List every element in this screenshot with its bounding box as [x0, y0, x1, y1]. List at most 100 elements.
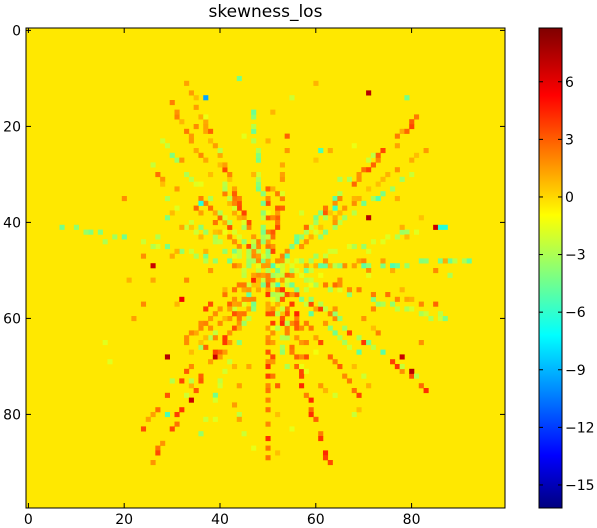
- heatmap-cell: [246, 296, 252, 302]
- heatmap-cell: [212, 397, 218, 403]
- heatmap-cell: [231, 196, 238, 202]
- heatmap-cell: [203, 229, 209, 235]
- heatmap-cell: [251, 277, 257, 283]
- heatmap-cell: [289, 320, 295, 326]
- heatmap-cell: [346, 378, 353, 384]
- heatmap-cell: [107, 359, 113, 365]
- heatmap-cell: [246, 292, 252, 298]
- heatmap-cell: [299, 210, 305, 216]
- heatmap-cell: [318, 306, 324, 312]
- heatmap-cell: [212, 258, 218, 264]
- heatmap-cell: [155, 445, 161, 451]
- heatmap-cell: [265, 210, 271, 216]
- heatmap-cell: [275, 311, 281, 317]
- y-tick-label: 60: [3, 311, 21, 327]
- heatmap-cell: [227, 306, 233, 312]
- heatmap-cell: [184, 340, 190, 346]
- heatmap-cell: [370, 162, 376, 168]
- heatmap-cell: [418, 340, 424, 346]
- heatmap-cell: [322, 320, 329, 326]
- heatmap-cell: [346, 292, 353, 298]
- heatmap-cell: [351, 244, 357, 250]
- heatmap-cell: [198, 378, 204, 384]
- heatmap-cell: [193, 148, 199, 154]
- heatmap-cell: [351, 196, 357, 202]
- heatmap-cell: [279, 344, 285, 350]
- heatmap-cell: [390, 186, 396, 192]
- heatmap-cell: [184, 128, 190, 134]
- heatmap-cell: [279, 316, 285, 322]
- heatmap-cell: [150, 277, 156, 283]
- heatmap-cell: [409, 157, 415, 163]
- heatmap-cell: [241, 287, 247, 293]
- heatmap-cell: [279, 287, 285, 293]
- heatmap-cell: [375, 157, 381, 163]
- heatmap-cell: [418, 383, 424, 389]
- x-tick-label: 0: [24, 512, 33, 524]
- heatmap-cell: [251, 172, 257, 178]
- heatmap-cell: [442, 258, 448, 264]
- heatmap-cell: [409, 373, 415, 379]
- heatmap-cell: [351, 364, 357, 370]
- heatmap-cell: [318, 148, 324, 154]
- heatmap-cell: [217, 383, 223, 389]
- heatmap-cell: [265, 436, 271, 442]
- heatmap-cell: [313, 157, 319, 163]
- heatmap-cell: [284, 258, 290, 264]
- heatmap-cell: [322, 210, 329, 216]
- heatmap-cell: [289, 301, 295, 307]
- heatmap-cell: [150, 244, 156, 250]
- heatmap-cell: [188, 248, 194, 254]
- heatmap-cell: [313, 263, 319, 269]
- heatmap-cell: [366, 186, 372, 192]
- heatmap-cell: [260, 258, 266, 264]
- heatmap-cell: [275, 258, 281, 264]
- heatmap-cell: [265, 325, 271, 331]
- heatmap-cell: [399, 354, 405, 360]
- heatmap-cell: [193, 104, 199, 110]
- heatmap-cell: [270, 296, 276, 302]
- heatmap-cell: [294, 320, 300, 326]
- heatmap-cell: [380, 176, 386, 182]
- heatmap-cell: [236, 263, 242, 269]
- heatmap-cell: [270, 234, 276, 240]
- heatmap-cell: [203, 253, 209, 259]
- heatmap-cell: [231, 287, 238, 293]
- heatmap-cell: [260, 229, 266, 235]
- heatmap-cell: [394, 133, 400, 139]
- heatmap-cell: [303, 277, 309, 283]
- heatmap-cell: [279, 335, 285, 341]
- heatmap-cell: [102, 340, 108, 346]
- heatmap-cell: [303, 263, 309, 269]
- heatmap-cell: [203, 248, 209, 254]
- heatmap-cell: [404, 229, 410, 235]
- heatmap-cell: [270, 244, 276, 250]
- heatmap-cell: [394, 364, 400, 370]
- heatmap-cell: [265, 373, 271, 379]
- heatmap-cell: [236, 196, 242, 202]
- heatmap-cell: [279, 172, 285, 178]
- heatmap-cell: [270, 325, 276, 331]
- heatmap-cell: [279, 292, 285, 298]
- heatmap-cell: [279, 320, 285, 326]
- heatmap-cell: [275, 215, 281, 221]
- heatmap-cell: [294, 268, 300, 274]
- heatmap-cell: [236, 248, 242, 254]
- heatmap-cell: [203, 200, 209, 206]
- heatmap-cell: [322, 229, 329, 235]
- heatmap-cell: [351, 181, 357, 187]
- heatmap-cell: [231, 364, 238, 370]
- heatmap-cell: [198, 340, 204, 346]
- heatmap-cell: [303, 368, 309, 374]
- heatmap-cell: [279, 296, 285, 302]
- heatmap-cell: [217, 152, 223, 158]
- heatmap-cell: [289, 272, 295, 278]
- heatmap-cell: [231, 306, 238, 312]
- heatmap-cell: [308, 311, 314, 317]
- heatmap-cell: [188, 330, 194, 336]
- heatmap-cell: [413, 373, 420, 379]
- heatmap-cell: [255, 152, 262, 158]
- heatmap-cell: [255, 253, 262, 259]
- heatmap-cell: [275, 205, 281, 211]
- heatmap-cell: [327, 311, 333, 317]
